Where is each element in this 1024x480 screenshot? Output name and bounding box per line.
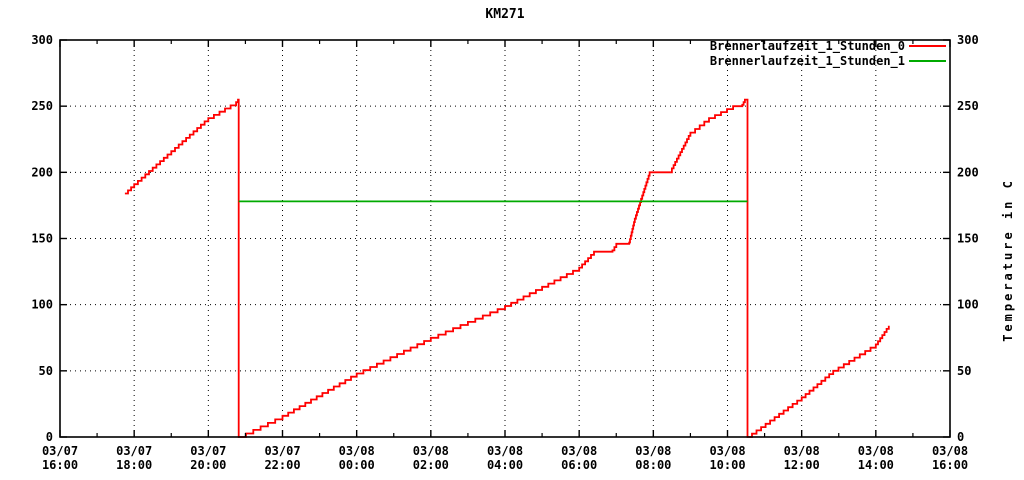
legend-item-1: Brennerlaufzeit_1_Stunden_1 xyxy=(710,54,946,69)
y2-axis-tick-label: 300 xyxy=(957,33,979,47)
data-series xyxy=(124,98,890,438)
y-axis-tick-label: 200 xyxy=(31,165,53,179)
y2-axis-tick-label: 50 xyxy=(957,364,971,378)
x-axis-tick-date: 03/08 xyxy=(413,444,449,458)
y-axis-tick-label: 300 xyxy=(31,33,53,47)
x-axis-tick-time: 18:00 xyxy=(116,458,152,472)
x-axis-tick-time: 22:00 xyxy=(264,458,300,472)
legend-label-0: Brennerlaufzeit_1_Stunden_0 xyxy=(710,39,905,54)
legend: Brennerlaufzeit_1_Stunden_0 Brennerlaufz… xyxy=(710,39,946,69)
y2-axis-tick-label: 250 xyxy=(957,99,979,113)
legend-item-0: Brennerlaufzeit_1_Stunden_0 xyxy=(710,39,946,54)
x-axis-tick-date: 03/08 xyxy=(932,444,968,458)
x-axis-tick-time: 08:00 xyxy=(635,458,671,472)
x-axis-tick-date: 03/08 xyxy=(784,444,820,458)
y-axis-tick-label: 100 xyxy=(31,298,53,312)
y2-axis-tick-label: 0 xyxy=(957,430,964,444)
x-axis-tick-date: 03/08 xyxy=(709,444,745,458)
series-line-0 xyxy=(124,98,890,438)
x-axis-tick-time: 06:00 xyxy=(561,458,597,472)
x-axis-tick-date: 03/07 xyxy=(116,444,152,458)
x-axis-tick-time: 20:00 xyxy=(190,458,226,472)
x-axis-tick-date: 03/07 xyxy=(42,444,78,458)
gridlines xyxy=(60,40,950,437)
x-axis-tick-time: 16:00 xyxy=(42,458,78,472)
y2-axis-tick-label: 100 xyxy=(957,298,979,312)
x-axis-tick-time: 16:00 xyxy=(932,458,968,472)
legend-label-1: Brennerlaufzeit_1_Stunden_1 xyxy=(710,54,905,69)
y-axis-tick-label: 50 xyxy=(39,364,53,378)
x-axis-tick-time: 12:00 xyxy=(784,458,820,472)
y2-axis-title: Temperature in C xyxy=(1001,178,1015,342)
x-axis-tick-time: 04:00 xyxy=(487,458,523,472)
y2-axis-tick-label: 150 xyxy=(957,232,979,246)
y2-axis-tick-label: 200 xyxy=(957,165,979,179)
x-axis-tick-date: 03/08 xyxy=(487,444,523,458)
x-axis-tick-date: 03/07 xyxy=(264,444,300,458)
x-axis-tick-date: 03/08 xyxy=(561,444,597,458)
x-axis-tick-time: 10:00 xyxy=(709,458,745,472)
x-axis-tick-date: 03/08 xyxy=(858,444,894,458)
x-axis-tick-date: 03/08 xyxy=(635,444,671,458)
x-axis-tick-date: 03/07 xyxy=(190,444,226,458)
x-axis-tick-labels: 03/0716:0003/0718:0003/0720:0003/0722:00… xyxy=(42,444,968,472)
x-axis-tick-time: 14:00 xyxy=(858,458,894,472)
axis-ticks xyxy=(59,39,951,438)
y-axis-tick-label: 0 xyxy=(46,430,53,444)
y-axis-tick-labels: 0 0 50 50 100 100 150 150 200 200 250 250 300 300 xyxy=(31,33,978,444)
x-axis-tick-time: 00:00 xyxy=(339,458,375,472)
plot-border xyxy=(59,39,951,438)
chart-title: KM271 xyxy=(485,7,524,22)
y-axis-tick-label: 250 xyxy=(31,99,53,113)
x-axis-tick-time: 02:00 xyxy=(413,458,449,472)
x-axis-tick-date: 03/08 xyxy=(339,444,375,458)
y-axis-tick-label: 150 xyxy=(31,232,53,246)
